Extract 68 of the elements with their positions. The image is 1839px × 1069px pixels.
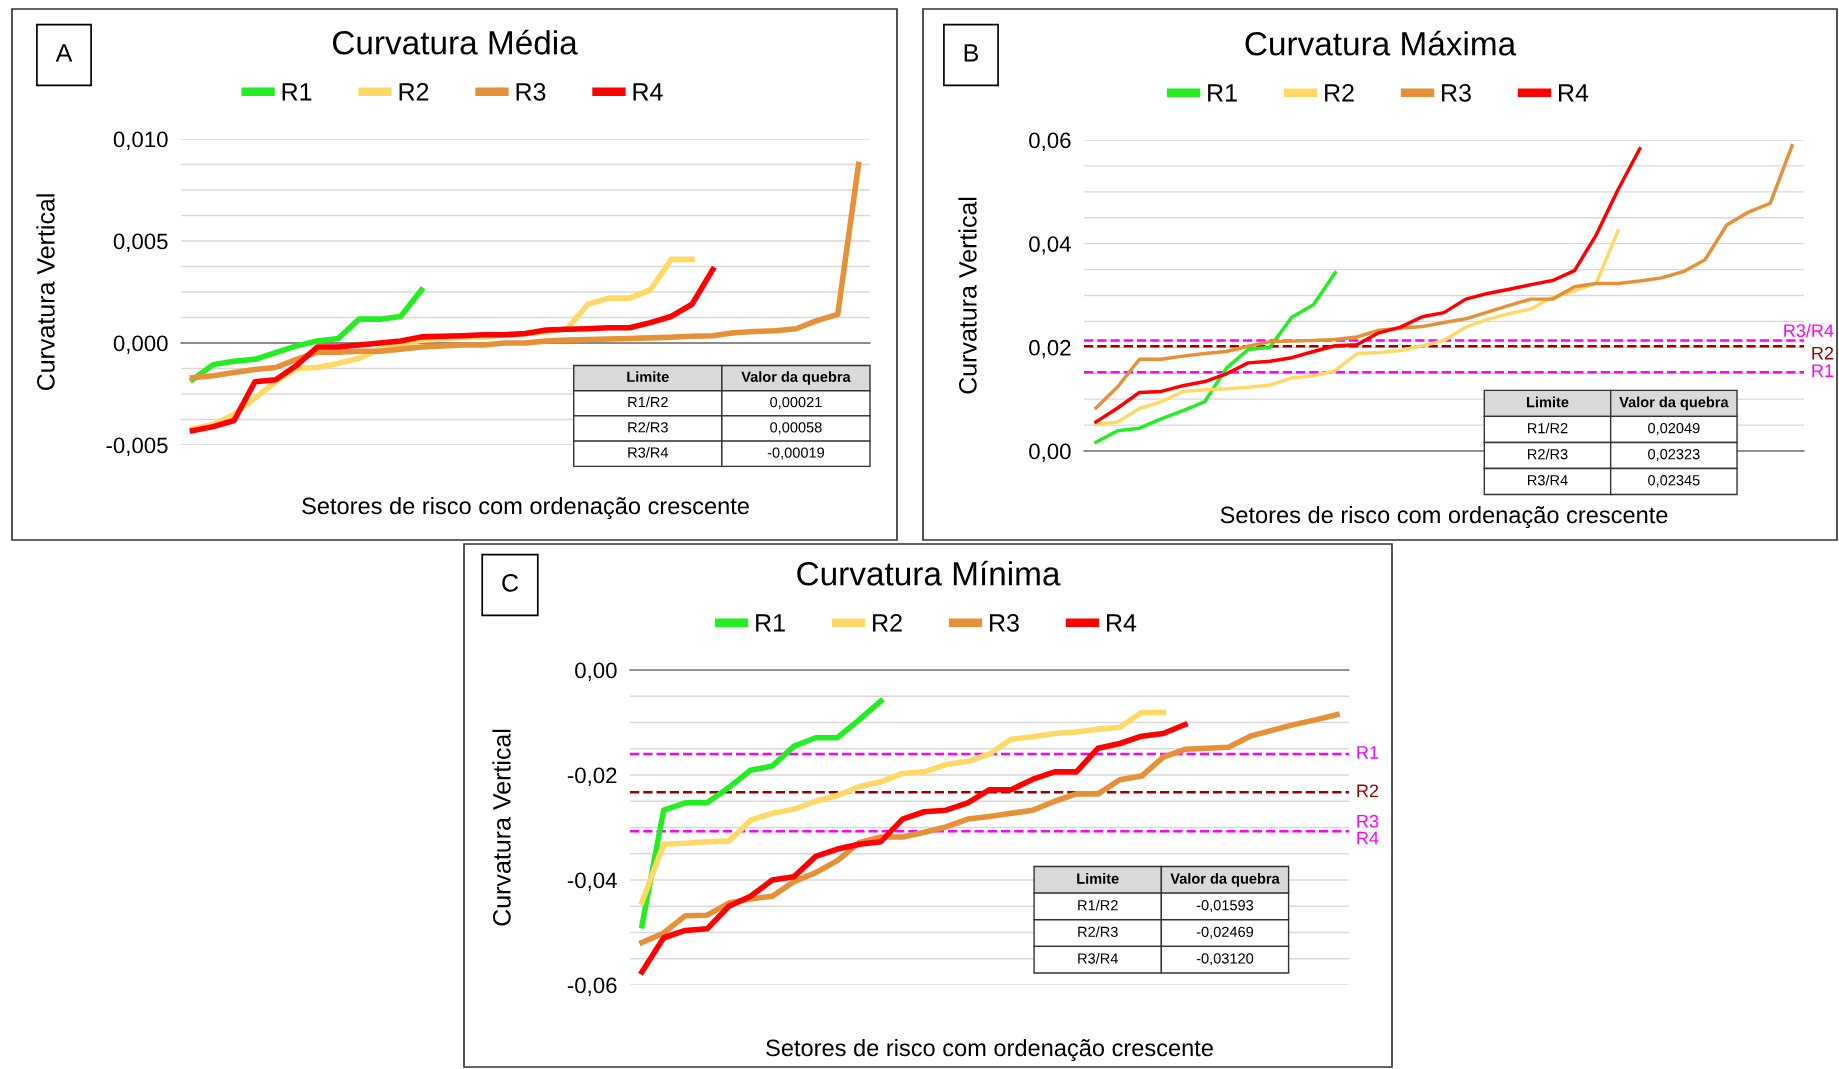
annotation: -0,02469 — [1196, 926, 1254, 939]
legend-label: R3 — [1442, 84, 1471, 102]
legend-label: R4 — [1559, 84, 1589, 102]
legend-label: R2 — [1325, 84, 1354, 102]
legend-label: R3 — [516, 83, 546, 101]
ref-line-label: R3/R4 — [1784, 323, 1834, 338]
annotation: Limite — [1527, 396, 1569, 408]
ref-line-label: R2 — [1357, 784, 1379, 797]
ref-line-label: R2 — [1812, 346, 1834, 360]
annotation: R1/R2 — [1528, 422, 1568, 434]
legend-label: R4 — [1107, 614, 1137, 632]
ref-line-label: R1 — [1357, 746, 1379, 759]
annotation: -0,03120 — [1196, 953, 1254, 966]
annotation: Limite — [1077, 873, 1119, 884]
y-axis-title: Curvatura Vertical — [36, 194, 55, 391]
legend-label: R1 — [282, 83, 312, 101]
annotation: Valor da quebra — [1170, 873, 1280, 887]
chart-title: Curvatura Máxima — [1245, 30, 1517, 56]
legend-label: R2 — [399, 83, 429, 101]
annotation: R2/R3 — [1078, 926, 1118, 938]
annotation: 0,02049 — [1648, 423, 1700, 436]
annotation: R2/R3 — [1528, 448, 1568, 460]
y-tick-label: 0,00 — [575, 662, 617, 681]
annotation: 0,00021 — [770, 396, 822, 409]
chart-title: Curvatura Mínima — [797, 560, 1061, 586]
text: R3/R4 — [1528, 474, 1568, 486]
annotation: 0,00058 — [770, 422, 822, 435]
text: B — [964, 44, 979, 62]
annotation: -0,01593 — [1196, 900, 1254, 913]
y-tick-label: -0,005 — [106, 437, 168, 456]
y-tick-label: 0,04 — [1029, 236, 1071, 255]
y-tick-label: 0,02 — [1029, 339, 1071, 359]
text: R3/R4 — [628, 447, 669, 458]
y-axis-title: Curvatura Vertical — [492, 729, 511, 926]
text: -0,00019 — [767, 447, 825, 460]
annotation: Valor da quebra — [1619, 396, 1729, 411]
y-tick-label: -0,04 — [567, 872, 617, 891]
legend-label: R4 — [633, 83, 663, 101]
y-tick-label: -0,06 — [567, 977, 617, 996]
ref-line-label: R3 — [1357, 814, 1379, 828]
y-tick-label: 0,06 — [1029, 132, 1071, 151]
y-tick-label: 0,010 — [113, 131, 168, 150]
annotation: Valor da quebra — [741, 371, 851, 385]
chart-title: Curvatura Média — [333, 29, 578, 55]
annotation: R2/R3 — [628, 421, 668, 433]
line-series — [1094, 270, 1337, 444]
legend-label: R3 — [990, 614, 1019, 632]
annotation: 0,02323 — [1648, 449, 1700, 462]
y-tick-label: 0,00 — [1029, 443, 1071, 462]
text: 0,02345 — [1648, 475, 1700, 488]
y-tick-label: 0,000 — [113, 335, 168, 354]
legend-label: R1 — [756, 614, 785, 632]
y-tick-label: -0,02 — [567, 767, 617, 786]
text: C — [502, 574, 519, 592]
y-tick-label: 0,005 — [113, 233, 168, 252]
y-axis-title: Curvatura Vertical — [958, 197, 977, 394]
legend-label: R2 — [873, 614, 902, 632]
legend-label: R1 — [1208, 84, 1237, 102]
text: A — [55, 44, 73, 62]
x-axis-title: Setores de risco com ordenação crescente — [1220, 505, 1668, 529]
text: R4 — [1357, 831, 1379, 845]
ref-line-label: R1 — [1812, 364, 1834, 377]
annotation: R1/R2 — [628, 396, 668, 408]
x-axis-title: Setores de risco com ordenação crescente — [302, 496, 749, 520]
x-axis-title: Setores de risco com ordenação crescente — [766, 1038, 1213, 1062]
annotation: Limite — [627, 371, 669, 382]
annotation: R3/R4 — [1078, 952, 1118, 964]
annotation: R1/R2 — [1078, 899, 1118, 911]
